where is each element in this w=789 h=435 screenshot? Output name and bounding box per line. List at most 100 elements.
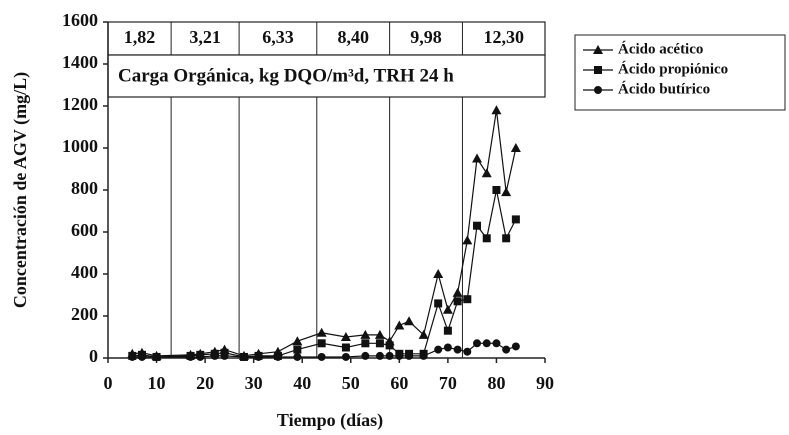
data-point <box>293 345 302 354</box>
legend-marker <box>594 86 602 94</box>
data-point <box>273 352 282 361</box>
y-tick-label: 1600 <box>62 10 98 30</box>
data-point <box>419 351 428 360</box>
phase-label: 8,40 <box>337 27 369 47</box>
data-point <box>442 304 453 314</box>
x-tick-label: 10 <box>148 373 166 393</box>
data-point <box>385 341 394 350</box>
data-point <box>452 287 463 297</box>
data-point <box>254 352 263 361</box>
y-axis-label: Concentración de AGV (mg/L) <box>10 72 31 308</box>
series-line <box>132 110 517 357</box>
legend-marker <box>593 45 603 54</box>
x-tick-label: 60 <box>390 373 408 393</box>
data-point <box>453 345 462 354</box>
data-point <box>220 351 229 360</box>
data-point <box>239 352 248 361</box>
data-point <box>405 351 414 360</box>
data-point <box>293 352 302 361</box>
data-point <box>511 342 520 351</box>
data-point <box>341 352 350 361</box>
data-point <box>434 299 443 308</box>
data-point <box>492 339 501 348</box>
data-point <box>360 329 371 339</box>
data-point <box>434 345 443 354</box>
data-point <box>502 234 511 243</box>
data-point <box>152 352 161 361</box>
x-tick-label: 50 <box>342 373 360 393</box>
phase-label: 1,82 <box>124 27 156 47</box>
data-point <box>361 339 370 348</box>
x-tick-label: 30 <box>245 373 263 393</box>
data-point <box>453 297 462 306</box>
legend-label: Ácido acético <box>618 40 703 57</box>
data-point <box>341 343 350 352</box>
data-point <box>433 269 444 278</box>
legend-box <box>574 34 786 111</box>
data-point <box>418 329 429 339</box>
data-point <box>481 168 492 178</box>
data-point <box>404 316 415 326</box>
data-point <box>510 143 521 152</box>
data-point <box>472 153 483 163</box>
annotation-box <box>107 54 546 98</box>
legend-label: Ácido butírico <box>618 80 710 97</box>
data-point <box>491 105 502 115</box>
legend-marker <box>594 66 602 74</box>
data-point <box>375 351 384 360</box>
x-tick-label: 90 <box>536 373 554 393</box>
data-point <box>463 295 472 304</box>
data-point <box>186 352 195 361</box>
data-point <box>473 221 482 230</box>
y-tick-label: 0 <box>89 346 98 366</box>
data-point <box>443 343 452 352</box>
data-point <box>385 351 394 360</box>
data-point <box>340 332 351 341</box>
y-tick-label: 1400 <box>62 52 98 72</box>
x-tick-label: 70 <box>439 373 457 393</box>
data-point <box>443 326 452 335</box>
x-tick-label: 0 <box>104 373 113 393</box>
phase-label: 9,98 <box>410 27 442 47</box>
data-point <box>492 186 501 194</box>
y-tick-label: 400 <box>71 262 98 282</box>
x-tick-label: 80 <box>487 373 505 393</box>
phase-box <box>107 21 546 56</box>
data-point <box>473 339 482 348</box>
y-tick-label: 1200 <box>62 94 98 114</box>
data-point <box>462 235 473 245</box>
data-point <box>482 234 491 243</box>
data-point <box>394 320 405 330</box>
series-line <box>132 189 517 358</box>
y-tick-label: 1000 <box>62 136 98 156</box>
data-point <box>128 352 137 361</box>
data-point <box>501 187 512 197</box>
data-point <box>375 339 384 348</box>
data-point <box>511 215 520 224</box>
data-point <box>317 352 326 361</box>
data-point <box>395 351 404 360</box>
data-point <box>463 347 472 356</box>
series-line <box>132 342 517 358</box>
y-tick-label: 200 <box>71 304 98 324</box>
x-tick-label: 20 <box>196 373 214 393</box>
data-point <box>482 339 491 348</box>
phase-label: 6,33 <box>262 27 294 47</box>
phase-label: 12,30 <box>483 27 524 47</box>
data-point <box>196 352 205 361</box>
data-point <box>137 352 146 361</box>
data-point <box>317 339 326 348</box>
phase-label: 3,21 <box>189 27 221 47</box>
annotation: Carga Orgánica, kg DQO/m³d, TRH 24 h <box>118 65 454 86</box>
x-tick-label: 40 <box>293 373 311 393</box>
y-tick-label: 600 <box>71 220 98 240</box>
data-point <box>316 327 327 337</box>
y-tick-label: 800 <box>71 178 98 198</box>
data-point <box>502 345 511 354</box>
data-point <box>374 329 385 339</box>
data-point <box>361 351 370 360</box>
data-point <box>292 336 303 346</box>
data-point <box>210 351 219 360</box>
legend-label: Ácido propiónico <box>618 60 728 77</box>
